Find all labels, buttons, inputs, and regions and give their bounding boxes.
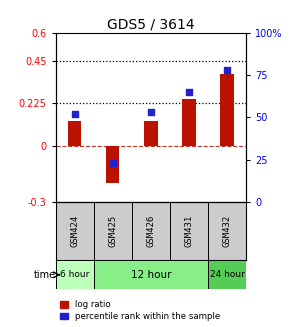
Text: GSM426: GSM426 bbox=[146, 215, 155, 247]
Point bbox=[110, 161, 115, 166]
Bar bbox=[220, 74, 234, 146]
Title: GDS5 / 3614: GDS5 / 3614 bbox=[107, 18, 195, 31]
Text: 24 hour: 24 hour bbox=[209, 270, 245, 279]
Point bbox=[187, 89, 191, 95]
Bar bbox=[68, 121, 81, 146]
Legend: log ratio, percentile rank within the sample: log ratio, percentile rank within the sa… bbox=[60, 301, 220, 321]
Text: time: time bbox=[33, 270, 56, 280]
Text: 6 hour: 6 hour bbox=[60, 270, 89, 279]
Point bbox=[72, 112, 77, 117]
Bar bbox=[208, 260, 246, 289]
Bar bbox=[144, 121, 158, 146]
Bar bbox=[56, 260, 94, 289]
Text: GSM431: GSM431 bbox=[185, 215, 193, 247]
Text: 12 hour: 12 hour bbox=[131, 270, 171, 280]
Text: GSM425: GSM425 bbox=[108, 215, 117, 247]
Point bbox=[225, 67, 229, 73]
Text: GSM432: GSM432 bbox=[223, 215, 231, 247]
Point bbox=[149, 110, 153, 115]
Bar bbox=[106, 146, 120, 183]
Bar bbox=[94, 260, 208, 289]
Text: GSM424: GSM424 bbox=[70, 215, 79, 247]
Bar bbox=[182, 98, 196, 146]
